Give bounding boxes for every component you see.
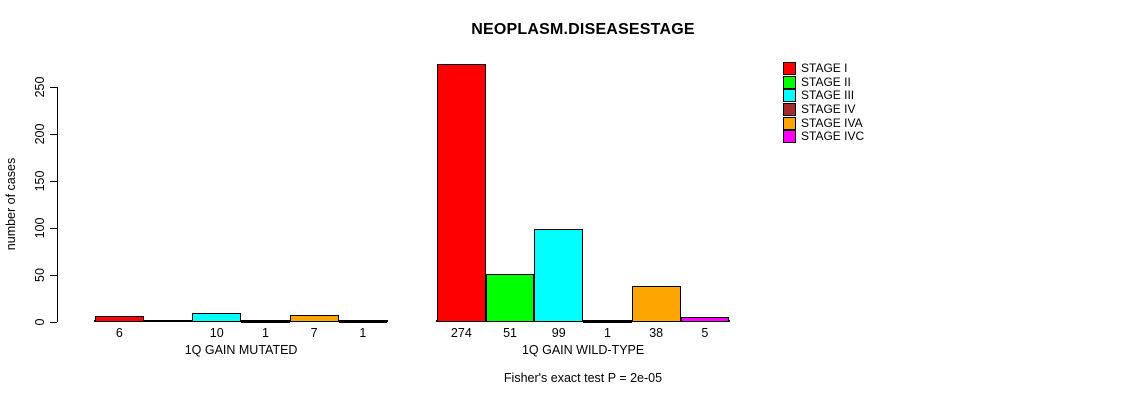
bar-stage-iii-1q-gain-mutated: [192, 313, 241, 322]
bar-count-label: 99: [551, 326, 566, 340]
group-label-1q-gain-wild-type: 1Q GAIN WILD-TYPE: [521, 343, 645, 357]
bar-stage-iv-1q-gain-wild-type: [583, 321, 632, 323]
bar-stage-i-1q-gain-mutated: [95, 316, 144, 322]
y-axis-tick: [50, 228, 57, 229]
y-axis-tick: [50, 322, 57, 323]
group-label-1q-gain-mutated: 1Q GAIN MUTATED: [184, 343, 298, 357]
bar-stage-iva-1q-gain-wild-type: [632, 286, 681, 322]
bar-stage-ivc-1q-gain-wild-type: [681, 317, 729, 322]
legend-swatch-stage-i: [783, 62, 796, 75]
legend-swatch-stage-ivc: [783, 130, 796, 144]
chart-title: NEOPLASM.DISEASESTAGE: [471, 21, 695, 38]
legend-label: STAGE II: [801, 74, 851, 89]
y-axis-tick: [50, 275, 57, 276]
bar-stage-iva-1q-gain-mutated: [290, 315, 339, 322]
bar-count-label: 7: [310, 326, 318, 340]
legend: STAGE I STAGE II STAGE III STAGE IV STAGE IV…: [783, 62, 864, 144]
y-tick-label: 0: [33, 318, 47, 326]
y-tick-label: 200: [33, 123, 47, 145]
bar-stage-iv-1q-gain-mutated: [241, 321, 290, 323]
legend-label: STAGE IVC: [801, 129, 865, 144]
y-axis-line: [57, 87, 58, 322]
bar-count-label: 274: [450, 326, 472, 340]
y-axis-tick: [50, 181, 57, 182]
legend-label: STAGE IV: [801, 102, 856, 117]
legend-swatch-stage-ii: [783, 75, 796, 89]
y-axis-tick: [50, 87, 57, 88]
y-tick-label: 50: [33, 268, 47, 282]
bar-count-label: 51: [503, 326, 517, 340]
legend-label: STAGE IVA: [801, 115, 863, 130]
legend-label: STAGE I: [801, 61, 848, 75]
legend-swatch-stage-iva: [783, 116, 796, 130]
bar-count-label: 1: [359, 326, 367, 340]
y-tick-label: 150: [33, 170, 47, 192]
legend-swatch-stage-iii: [783, 89, 796, 103]
bar-count-label: 10: [209, 326, 224, 340]
legend-swatch-stage-iv: [783, 103, 796, 117]
legend-label: STAGE III: [801, 88, 855, 103]
bar-count-label: 6: [115, 326, 123, 340]
legend-item-stage-iii: STAGE III: [783, 88, 864, 103]
bar-stage-ivc-1q-gain-mutated: [339, 321, 387, 323]
legend-item-stage-i: STAGE I: [783, 62, 864, 75]
bar-count-label: 38: [649, 326, 664, 340]
legend-item-stage-iva: STAGE IVA: [783, 115, 864, 130]
bar-stage-ii-1q-gain-wild-type: [486, 274, 534, 322]
legend-item-stage-ivc: STAGE IVC: [783, 129, 865, 144]
y-axis-tick: [50, 134, 57, 135]
y-tick-label: 250: [33, 76, 47, 98]
bar-stage-i-1q-gain-wild-type: [437, 64, 486, 322]
legend-item-stage-iv: STAGE IV: [783, 102, 864, 117]
bar-count-label: 5: [701, 326, 709, 340]
bar-stage-iii-1q-gain-wild-type: [534, 229, 583, 322]
y-tick-label: 100: [33, 217, 47, 239]
pvalue-annotation: Fisher's exact test P = 2e-05: [503, 371, 663, 385]
bar-count-label: 1: [603, 326, 611, 340]
legend-item-stage-ii: STAGE II: [783, 74, 864, 89]
bar-count-label: 1: [261, 326, 269, 340]
